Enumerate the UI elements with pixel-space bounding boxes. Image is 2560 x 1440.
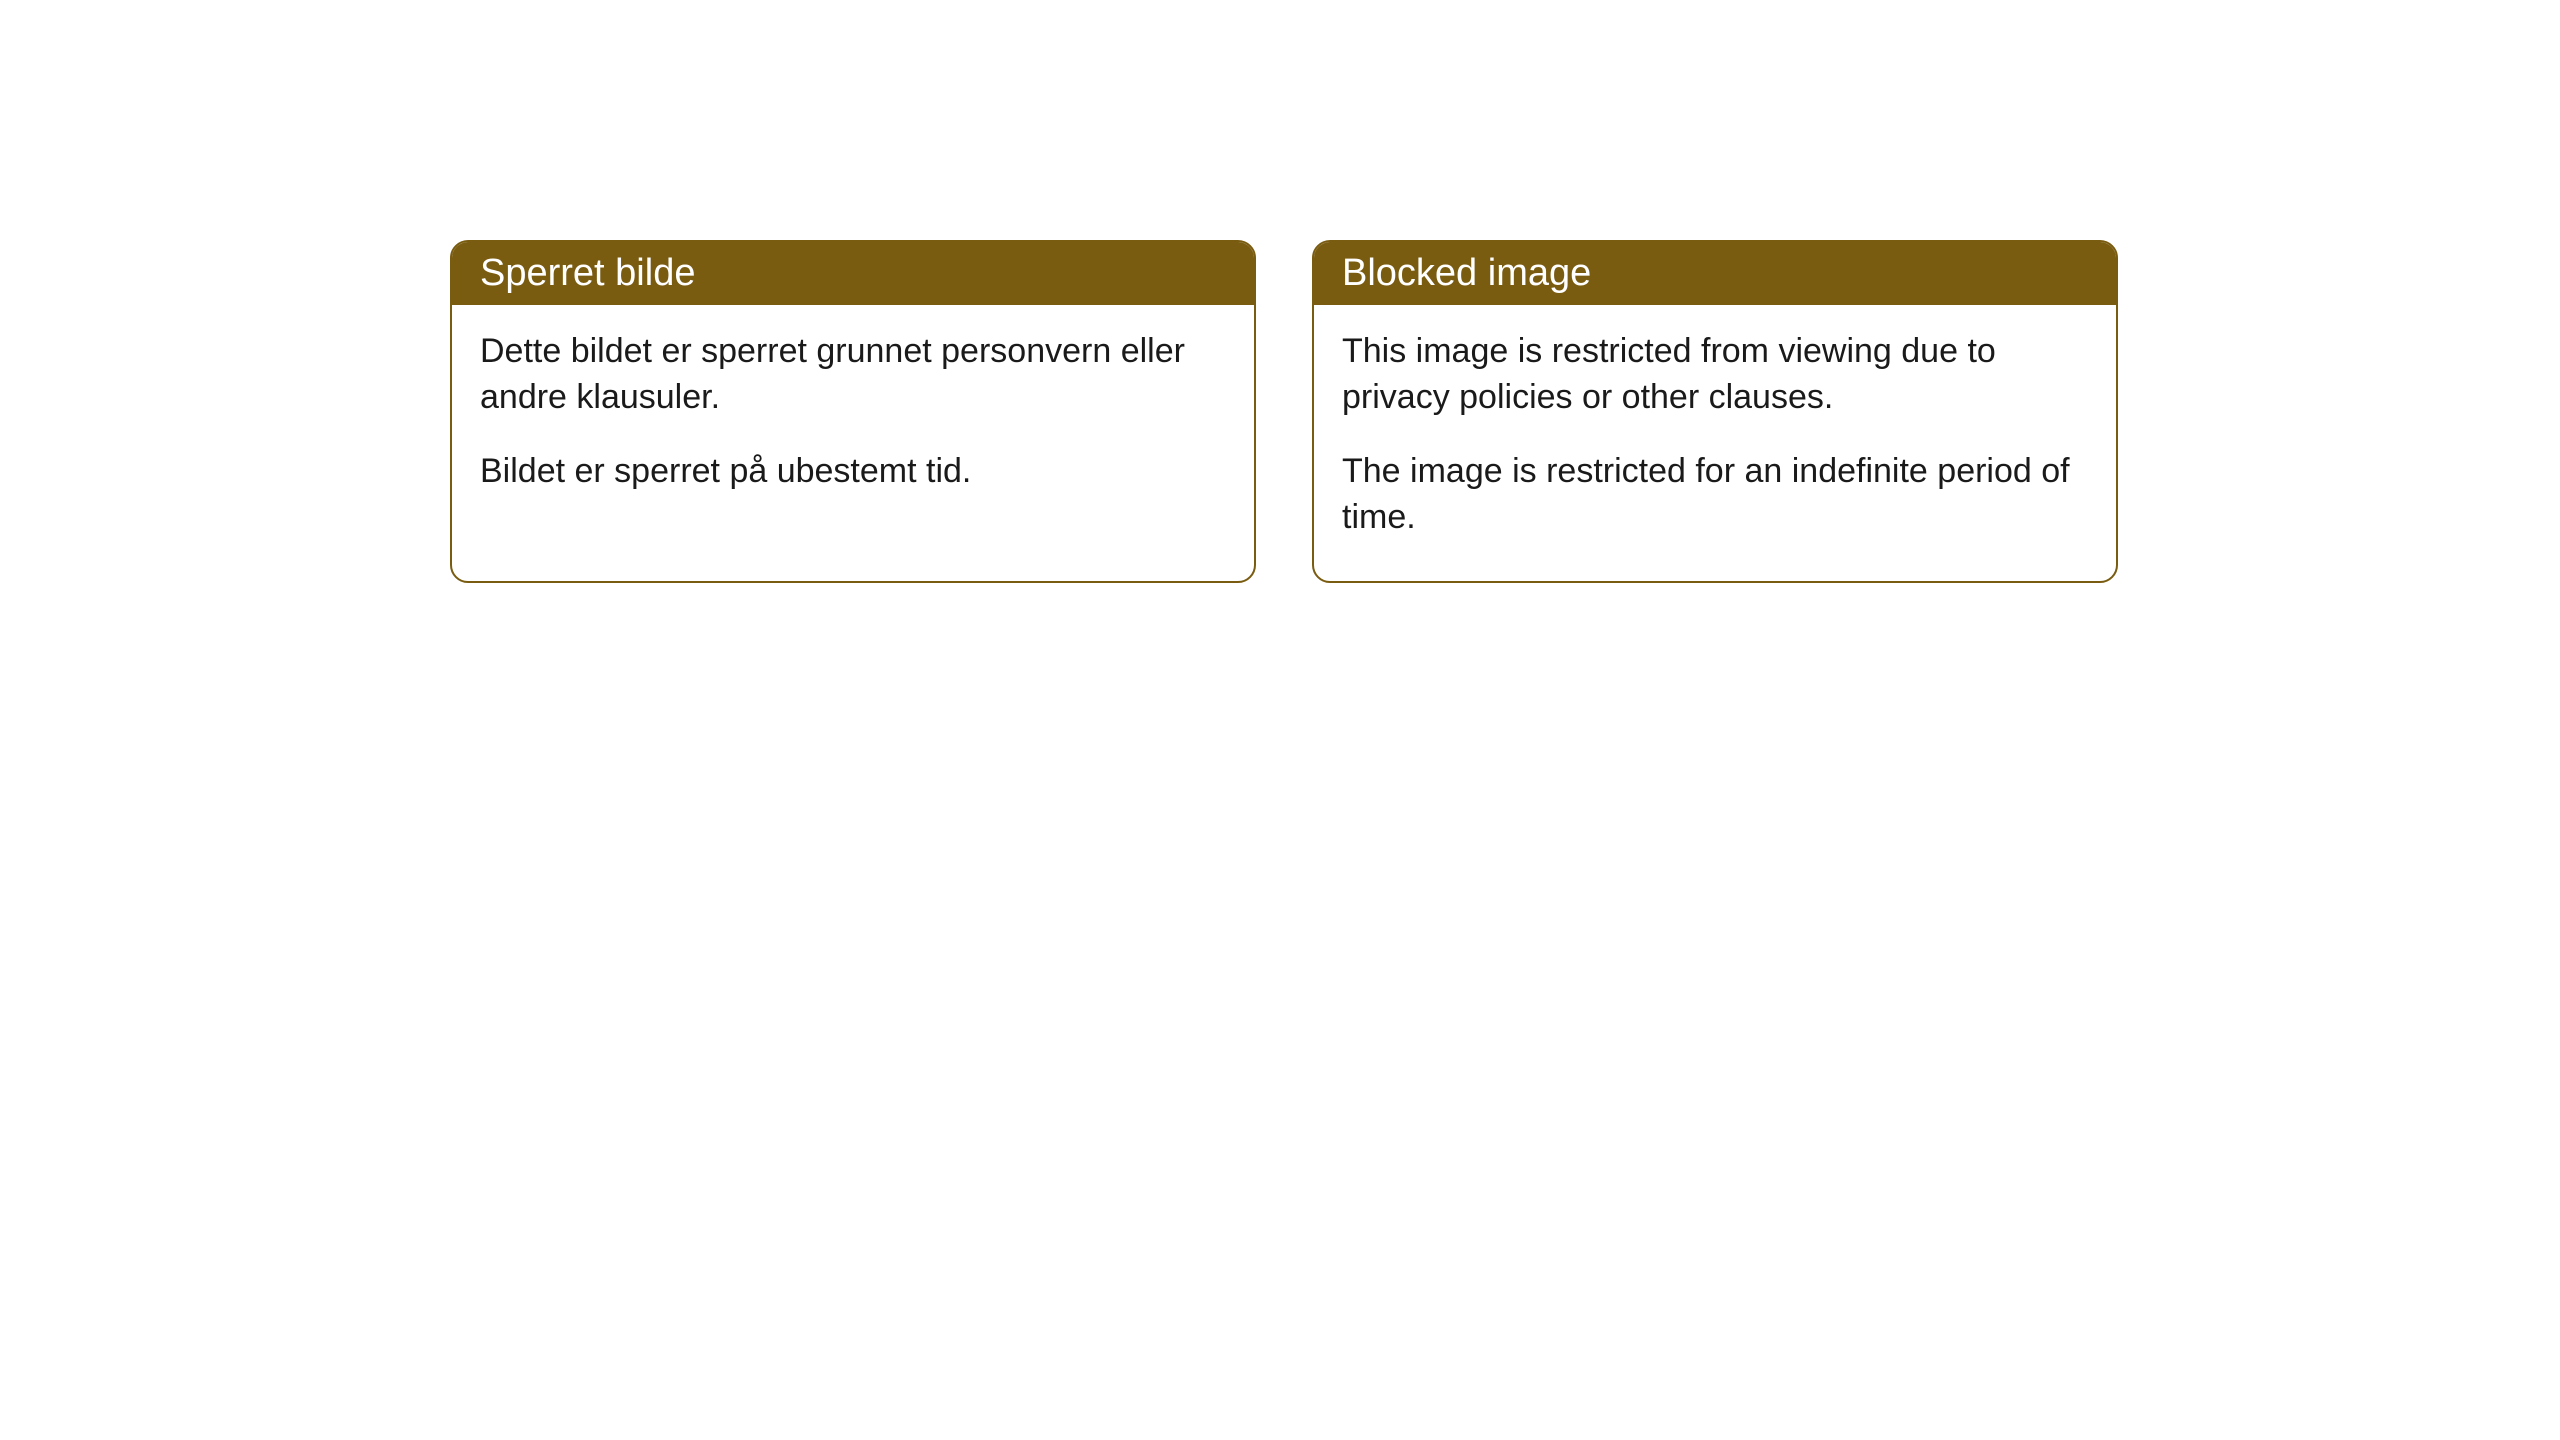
card-paragraph-2: The image is restricted for an indefinit… <box>1342 449 2088 541</box>
notice-cards-container: Sperret bilde Dette bildet er sperret gr… <box>450 240 2118 583</box>
card-header: Sperret bilde <box>452 242 1254 305</box>
card-paragraph-2: Bildet er sperret på ubestemt tid. <box>480 449 1226 495</box>
card-title: Sperret bilde <box>480 252 695 294</box>
card-title: Blocked image <box>1342 252 1591 294</box>
card-body: Dette bildet er sperret grunnet personve… <box>452 305 1254 535</box>
card-paragraph-1: This image is restricted from viewing du… <box>1342 329 2088 421</box>
card-header: Blocked image <box>1314 242 2116 305</box>
card-paragraph-1: Dette bildet er sperret grunnet personve… <box>480 329 1226 421</box>
notice-card-norwegian: Sperret bilde Dette bildet er sperret gr… <box>450 240 1256 583</box>
card-body: This image is restricted from viewing du… <box>1314 305 2116 581</box>
notice-card-english: Blocked image This image is restricted f… <box>1312 240 2118 583</box>
